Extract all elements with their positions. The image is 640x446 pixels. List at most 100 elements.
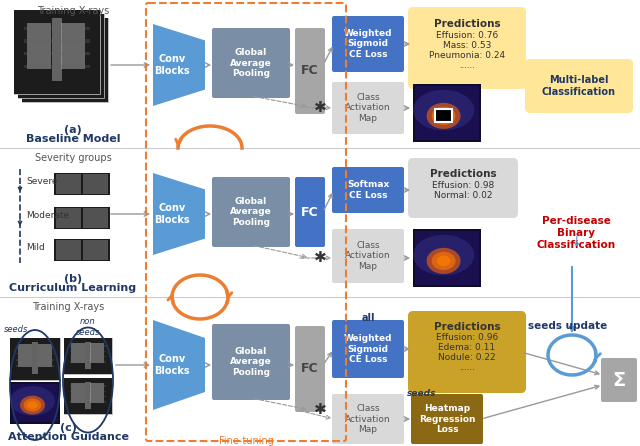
Bar bbox=[24, 65, 90, 68]
Bar bbox=[32, 73, 98, 76]
Ellipse shape bbox=[20, 396, 45, 414]
Bar bbox=[70, 391, 106, 392]
Bar bbox=[60, 26, 70, 89]
FancyBboxPatch shape bbox=[525, 59, 633, 113]
FancyBboxPatch shape bbox=[411, 394, 483, 444]
Text: seeds update: seeds update bbox=[529, 321, 607, 331]
Ellipse shape bbox=[24, 398, 41, 412]
Bar bbox=[38, 344, 51, 368]
Text: Σ: Σ bbox=[612, 371, 626, 389]
Text: Predictions: Predictions bbox=[434, 19, 500, 29]
FancyBboxPatch shape bbox=[408, 158, 518, 218]
Text: Conv
Blocks: Conv Blocks bbox=[154, 54, 190, 76]
Text: Class
Activation
Map: Class Activation Map bbox=[345, 241, 391, 271]
Bar bbox=[27, 23, 51, 69]
FancyBboxPatch shape bbox=[295, 326, 325, 412]
Text: Effusion: 0.96: Effusion: 0.96 bbox=[436, 334, 498, 343]
Text: Effusion: 0.98: Effusion: 0.98 bbox=[432, 181, 494, 190]
FancyBboxPatch shape bbox=[332, 82, 404, 134]
Text: Mass: 0.53: Mass: 0.53 bbox=[443, 41, 491, 50]
FancyBboxPatch shape bbox=[332, 394, 404, 444]
FancyBboxPatch shape bbox=[295, 28, 325, 114]
Bar bbox=[22, 18, 108, 102]
Bar bbox=[16, 359, 54, 361]
Text: ↓: ↓ bbox=[570, 235, 582, 249]
Bar bbox=[10, 338, 60, 380]
Bar bbox=[16, 365, 54, 367]
Bar bbox=[61, 23, 85, 69]
Text: Global
Average
Pooling: Global Average Pooling bbox=[230, 48, 272, 78]
Text: Weighted
Sigmoid
CE Loss: Weighted Sigmoid CE Loss bbox=[344, 334, 392, 364]
Bar bbox=[18, 14, 104, 98]
Ellipse shape bbox=[427, 103, 461, 129]
Bar bbox=[70, 396, 106, 397]
Text: (a): (a) bbox=[64, 125, 82, 135]
Bar bbox=[54, 239, 110, 261]
Bar bbox=[70, 361, 106, 363]
Text: Edema: 0.11: Edema: 0.11 bbox=[438, 343, 495, 352]
Bar bbox=[69, 31, 93, 77]
Bar bbox=[14, 10, 100, 94]
Text: ......: ...... bbox=[459, 363, 475, 372]
FancyBboxPatch shape bbox=[212, 28, 290, 98]
Bar bbox=[83, 208, 108, 228]
FancyBboxPatch shape bbox=[332, 167, 404, 213]
Text: all: all bbox=[361, 313, 375, 323]
Text: Heatmap
Regression
Loss: Heatmap Regression Loss bbox=[419, 404, 476, 434]
Text: ......: ...... bbox=[459, 62, 475, 70]
Text: Nodule: 0.22: Nodule: 0.22 bbox=[438, 354, 496, 363]
FancyBboxPatch shape bbox=[212, 324, 290, 400]
Text: ✱: ✱ bbox=[314, 251, 326, 265]
Bar bbox=[52, 18, 62, 82]
Text: (b): (b) bbox=[64, 274, 82, 284]
Bar bbox=[31, 27, 55, 73]
Text: Multi-label
Classification: Multi-label Classification bbox=[542, 75, 616, 97]
Bar bbox=[64, 338, 112, 374]
Text: FC: FC bbox=[301, 363, 319, 376]
Bar bbox=[32, 35, 98, 38]
Ellipse shape bbox=[28, 401, 38, 409]
Text: Softmax
CE Loss: Softmax CE Loss bbox=[347, 180, 389, 200]
Polygon shape bbox=[153, 320, 205, 410]
Bar bbox=[16, 353, 54, 355]
FancyBboxPatch shape bbox=[295, 177, 325, 247]
FancyBboxPatch shape bbox=[212, 177, 290, 247]
Bar bbox=[56, 208, 81, 228]
Text: Global
Average
Pooling: Global Average Pooling bbox=[230, 197, 272, 227]
Bar bbox=[70, 385, 106, 387]
FancyBboxPatch shape bbox=[332, 320, 404, 378]
Text: Normal: 0.02: Normal: 0.02 bbox=[434, 190, 492, 199]
Text: ✱: ✱ bbox=[314, 402, 326, 417]
Bar bbox=[71, 384, 84, 403]
Bar bbox=[10, 382, 60, 424]
Bar bbox=[65, 27, 90, 73]
Text: seeds: seeds bbox=[407, 388, 436, 397]
Text: Mild: Mild bbox=[26, 243, 45, 252]
Text: Curriculum Learning: Curriculum Learning bbox=[10, 283, 136, 293]
Text: Per-disease
Binary
Classification: Per-disease Binary Classification bbox=[536, 216, 616, 250]
Text: Class
Activation
Map: Class Activation Map bbox=[345, 93, 391, 123]
Text: Fine-tuning: Fine-tuning bbox=[219, 436, 273, 446]
Bar bbox=[54, 207, 110, 229]
Text: Severity groups: Severity groups bbox=[35, 153, 111, 163]
Text: Class
Activation
Map: Class Activation Map bbox=[345, 404, 391, 434]
Bar bbox=[17, 344, 31, 368]
FancyBboxPatch shape bbox=[332, 229, 404, 283]
Bar bbox=[24, 27, 90, 30]
Bar bbox=[90, 343, 104, 363]
Text: Conv
Blocks: Conv Blocks bbox=[154, 354, 190, 376]
Bar bbox=[12, 384, 58, 422]
Bar bbox=[85, 382, 91, 409]
Bar bbox=[28, 56, 93, 59]
Text: Pneumonia: 0.24: Pneumonia: 0.24 bbox=[429, 51, 505, 61]
Text: Predictions: Predictions bbox=[429, 169, 496, 179]
Bar bbox=[70, 351, 106, 352]
Bar bbox=[413, 84, 481, 142]
Bar bbox=[415, 86, 479, 140]
Bar bbox=[32, 342, 38, 374]
Ellipse shape bbox=[432, 107, 456, 125]
Bar bbox=[415, 231, 479, 285]
Bar bbox=[24, 39, 90, 43]
Bar bbox=[24, 52, 90, 55]
Text: FC: FC bbox=[301, 206, 319, 219]
